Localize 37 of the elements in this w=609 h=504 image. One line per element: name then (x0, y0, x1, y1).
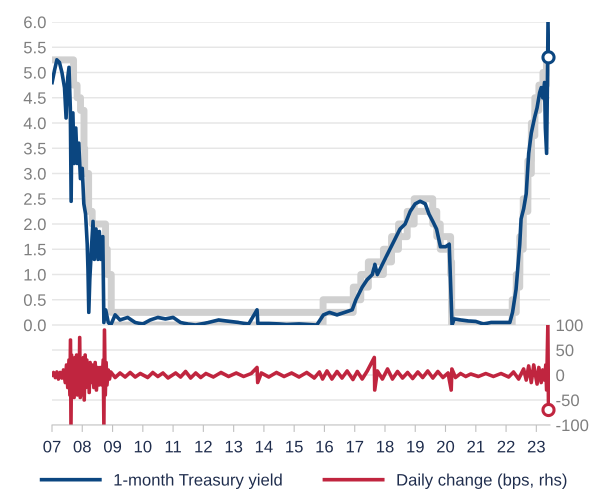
legend-label: Daily change (bps, rhs) (397, 473, 566, 489)
y-tick-label: 5.0 (24, 66, 46, 79)
x-tick-label: 07 (43, 440, 60, 453)
x-tick-label: 08 (74, 440, 91, 453)
x-tick-label: 11 (166, 440, 181, 452)
y-tick-label: 3.5 (24, 142, 46, 154)
y-tick-label: 5.5 (24, 42, 46, 54)
x-tick-label: 18 (376, 440, 394, 453)
y-tick-label: 0.0 (24, 319, 46, 332)
x-tick-label: 17 (346, 440, 364, 452)
x-tick-label: 13 (226, 440, 242, 453)
legend-label: 1-month Treasury yield (114, 473, 282, 489)
y-tick-label: 3.0 (24, 168, 46, 180)
x-tick-label: 23 (528, 440, 545, 453)
y-tick-label: 0.5 (24, 294, 46, 306)
y2-tick-label: 100 (556, 319, 583, 332)
y-tick-label: 4.0 (24, 117, 46, 130)
x-tick-label: 10 (134, 440, 152, 453)
x-tick-label: 14 (256, 440, 273, 452)
y2-tick-label: -100 (556, 419, 588, 432)
x-tick-label: 19 (407, 440, 424, 453)
x-tick-label: 09 (104, 440, 122, 453)
y-tick-label: 6.0 (24, 16, 46, 28)
x-tick-label: 22 (498, 440, 515, 452)
x-tick-label: 16 (316, 440, 333, 453)
y2-tick-label: -50 (556, 394, 579, 406)
x-tick-label: 12 (195, 440, 212, 452)
y-tick-label: 2.0 (24, 218, 46, 230)
y-tick-label: 2.5 (24, 193, 46, 205)
x-tick-label: 21 (467, 440, 484, 452)
y-tick-label: 1.0 (24, 268, 46, 281)
x-tick-label: 20 (437, 440, 454, 453)
y-tick-label: 4.5 (24, 92, 46, 104)
y2-tick-label: 0 (556, 369, 564, 382)
x-tick-label: 15 (286, 440, 303, 453)
y-tick-label: 1.5 (24, 244, 46, 256)
y2-tick-label: 50 (556, 344, 574, 356)
